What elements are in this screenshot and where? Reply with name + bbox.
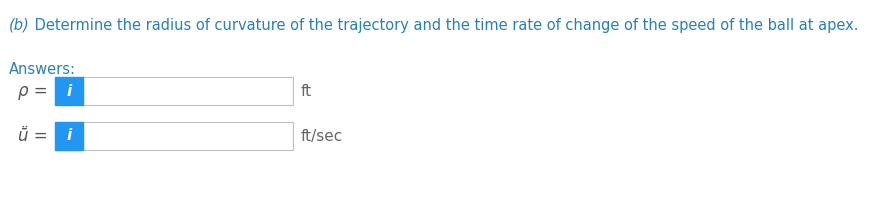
- FancyBboxPatch shape: [55, 77, 83, 105]
- FancyBboxPatch shape: [83, 77, 293, 105]
- Text: ft/sec: ft/sec: [301, 128, 343, 143]
- Text: i: i: [66, 128, 72, 143]
- Text: Determine the radius of curvature of the trajectory and the time rate of change : Determine the radius of curvature of the…: [30, 18, 859, 33]
- Text: i: i: [66, 84, 72, 99]
- Text: ṻ =: ṻ =: [19, 127, 48, 145]
- FancyBboxPatch shape: [83, 122, 293, 150]
- Text: ρ =: ρ =: [19, 82, 48, 100]
- Text: Answers:: Answers:: [9, 62, 76, 77]
- Text: (b): (b): [9, 18, 30, 33]
- FancyBboxPatch shape: [55, 122, 83, 150]
- Text: ft: ft: [301, 84, 312, 99]
